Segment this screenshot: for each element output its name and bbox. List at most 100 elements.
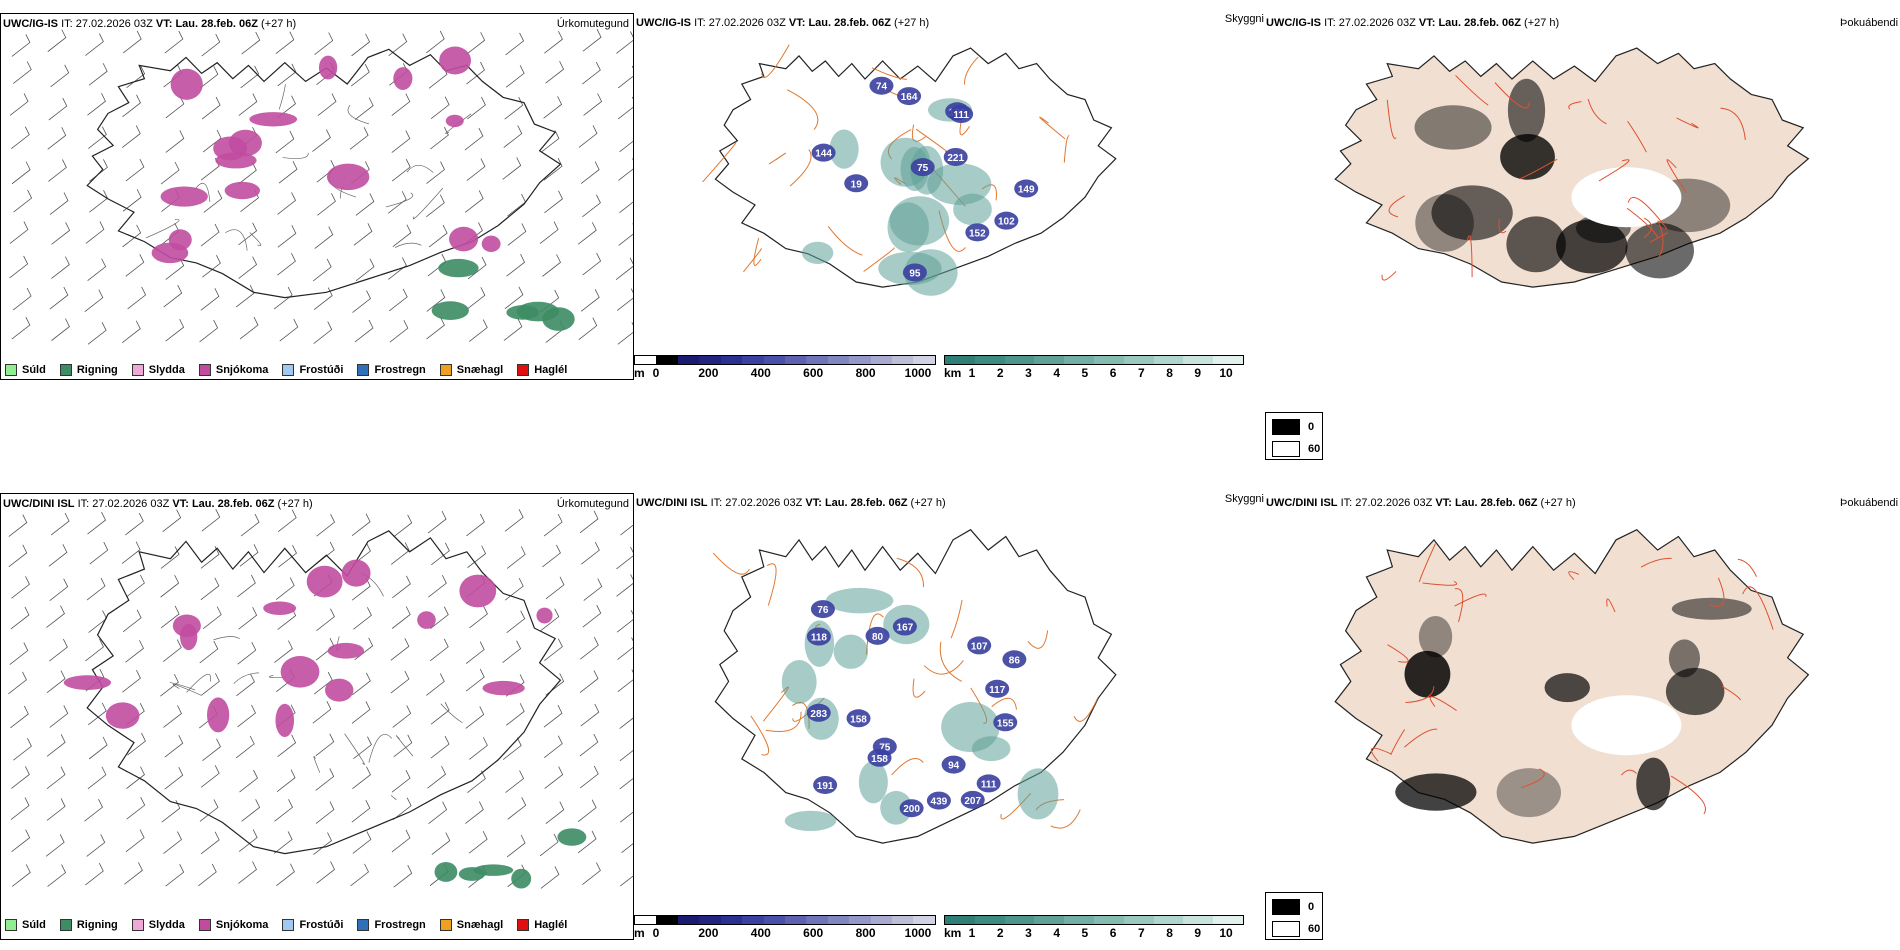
wind-barb: [201, 508, 221, 532]
wind-barb: [315, 801, 335, 824]
colorbar-cell: [849, 356, 871, 364]
colorbar-cell: [945, 356, 975, 364]
low-cloud-area: [965, 223, 990, 242]
wind-barb: [425, 30, 445, 54]
wind-barb: [84, 289, 104, 312]
legend-label: Súld: [22, 919, 46, 931]
wind-barb: [314, 32, 334, 55]
wind-barb: [162, 639, 182, 662]
wind-barb: [544, 31, 563, 54]
fog-index-area: [1395, 773, 1477, 811]
wind-barb: [545, 576, 565, 600]
wind-barb: [426, 194, 445, 218]
wind-barb: [87, 766, 107, 790]
wind-barb: [200, 765, 220, 788]
low-cloud-area: [810, 600, 835, 619]
colorbar-cell: [1213, 916, 1243, 924]
wind-barb: [47, 127, 67, 150]
wind-barb: [583, 93, 603, 116]
wind-barb: [464, 190, 484, 213]
wind-barb: [351, 33, 371, 57]
wind-barb: [506, 834, 526, 858]
wind-barb: [506, 546, 526, 569]
wind-barb: [426, 316, 445, 340]
road-line: [923, 660, 964, 675]
legend-item: Súld: [5, 364, 46, 376]
road-line: [1620, 769, 1637, 776]
colorbar-cell: [974, 916, 1005, 924]
wind-barb: [467, 96, 486, 120]
wind-barb: [122, 125, 141, 148]
low-cloud-area: [813, 775, 838, 794]
snow-area: [393, 67, 413, 90]
wind-barb: [8, 671, 27, 695]
wind-barb: [349, 127, 369, 150]
wind-barb: [86, 577, 106, 601]
road-line: [1387, 644, 1409, 663]
wind-barb: [466, 287, 486, 310]
wind-barb: [431, 542, 450, 566]
wind-barb: [355, 258, 375, 282]
wind-barb: [11, 316, 31, 340]
wind-barb: [87, 258, 107, 281]
wind-barb: [351, 701, 371, 724]
wind-barb: [88, 126, 107, 149]
snow-area: [325, 678, 354, 702]
wind-barb: [430, 735, 450, 759]
precip-map: [9, 29, 633, 345]
road-line: [1742, 586, 1774, 630]
legend-swatch: [517, 364, 530, 376]
wind-barb: [200, 831, 220, 855]
low-cloud-area: [844, 174, 869, 193]
road-line: [1422, 580, 1458, 586]
cloud-base-label: 111: [953, 110, 969, 121]
cloud-base-label: 207: [964, 796, 981, 807]
legend-swatch: [439, 364, 452, 376]
snow-area: [170, 68, 203, 100]
colorbar-tick: 600: [803, 366, 824, 380]
wind-barb: [469, 605, 488, 629]
wind-barb: [127, 732, 146, 756]
road-line: [743, 248, 762, 273]
colorbar-tick: 2: [996, 366, 1004, 380]
fog-map: [1334, 528, 1810, 844]
low-cloud-area: [960, 790, 985, 809]
road-line: [1418, 543, 1436, 583]
wind-barb: [312, 129, 331, 152]
wind-barb: [121, 541, 141, 564]
legend-swatch: [357, 364, 370, 376]
wind-barb: [316, 861, 336, 884]
wind-barb: [13, 737, 32, 761]
wind-barb: [313, 321, 333, 344]
wind-barb: [544, 638, 563, 661]
wind-barb: [543, 96, 563, 119]
colorbar-tick: 9: [1194, 366, 1202, 380]
colorbar-tick: 3: [1025, 926, 1032, 940]
legend-item: Frostúði: [282, 919, 343, 931]
legend-label: Haglél: [534, 364, 568, 376]
cloud-base-label: 117: [989, 685, 1006, 696]
wind-barb: [313, 832, 332, 855]
precip-map: [8, 508, 633, 889]
road-line: [344, 733, 365, 765]
wind-barb: [237, 574, 256, 598]
wind-barb: [200, 577, 220, 601]
wind-barb: [199, 640, 219, 664]
legend-label: Snæhagl: [456, 919, 504, 931]
low-cloud-area: [902, 263, 927, 282]
cloud-base-label: 118: [811, 633, 828, 644]
wind-barb: [579, 510, 599, 534]
road-line: [394, 242, 422, 248]
wind-barb: [165, 319, 185, 342]
wind-barb: [165, 864, 185, 887]
road-line: [249, 232, 262, 246]
wind-barb: [393, 865, 413, 888]
legend-label: Frostúði: [299, 364, 344, 376]
colorbar-cell: [1153, 916, 1184, 924]
wind-barb: [126, 766, 145, 789]
wind-barb: [199, 66, 219, 89]
wind-barb: [314, 226, 334, 249]
legend-item: Snæhagl: [439, 364, 503, 376]
wind-barb: [11, 829, 31, 853]
road-line: [1454, 588, 1464, 623]
